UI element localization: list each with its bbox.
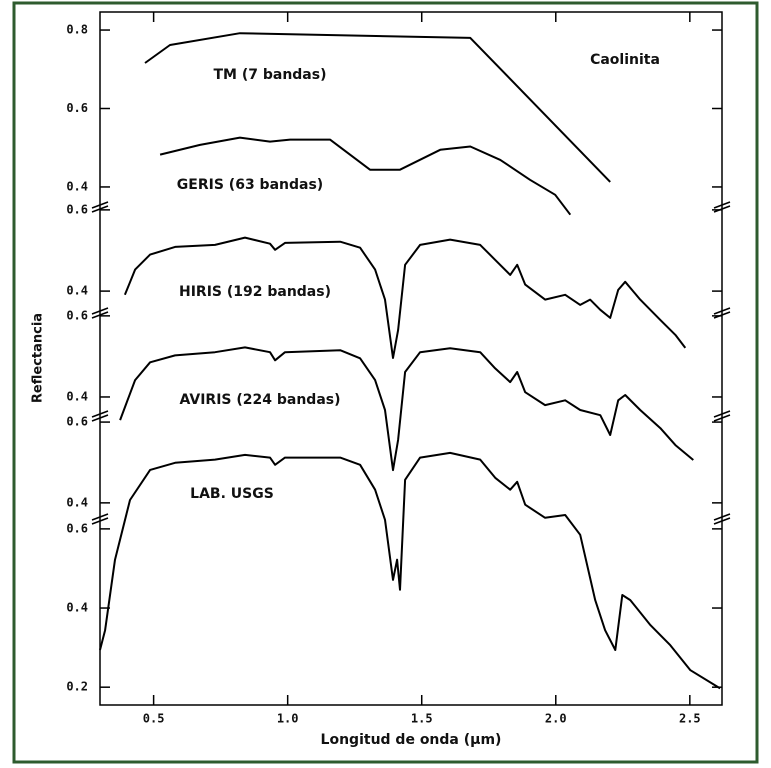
spectrum-line <box>123 236 687 359</box>
y-tick-label: 0.6 <box>66 415 88 429</box>
plot-box <box>99 11 723 706</box>
y-tick-label: 0.4 <box>66 601 88 615</box>
axis-break <box>713 201 731 213</box>
y-tick-label: 0.4 <box>66 495 88 509</box>
axis-break <box>91 513 109 525</box>
spectrum-line <box>144 32 611 183</box>
y-tick-label: 0.8 <box>66 23 88 37</box>
x-tick-label: 0.5 <box>143 712 165 726</box>
y-tick-label: 0.6 <box>66 308 88 322</box>
y-axis-label: Reflectancia <box>31 313 46 403</box>
x-tick-label: 2.5 <box>679 712 701 726</box>
axis-break <box>91 410 109 422</box>
y-tick-label: 0.6 <box>66 521 88 535</box>
x-axis-label: Longitud de onda (µm) <box>321 732 502 748</box>
spectrum-line <box>159 136 572 216</box>
series-label: AVIRIS (224 bandas) <box>179 392 340 408</box>
spectrum-line <box>119 346 694 472</box>
y-tick-label: 0.6 <box>66 101 88 115</box>
frame <box>12 1 759 764</box>
x-tick-label: 1.0 <box>277 712 299 726</box>
axis-break <box>91 307 109 319</box>
series-label: GERIS (63 bandas) <box>177 177 323 193</box>
y-tick-label: 0.2 <box>66 680 88 694</box>
axis-break <box>713 410 731 422</box>
y-tick-label: 0.6 <box>66 202 88 216</box>
x-tick-label: 2.0 <box>545 712 567 726</box>
series-label: HIRIS (192 bandas) <box>179 284 331 300</box>
series-label: TM (7 bandas) <box>213 67 326 83</box>
spectrum-line <box>99 451 721 690</box>
x-tick-label: 1.5 <box>411 712 433 726</box>
y-tick-label: 0.4 <box>66 284 88 298</box>
y-tick-label: 0.4 <box>66 389 88 403</box>
axis-break <box>713 307 731 319</box>
axis-break <box>713 513 731 525</box>
axis-break <box>91 201 109 213</box>
y-tick-label: 0.4 <box>66 179 88 193</box>
series-label: LAB. USGS <box>190 486 274 502</box>
annotation: Caolinita <box>590 52 660 68</box>
